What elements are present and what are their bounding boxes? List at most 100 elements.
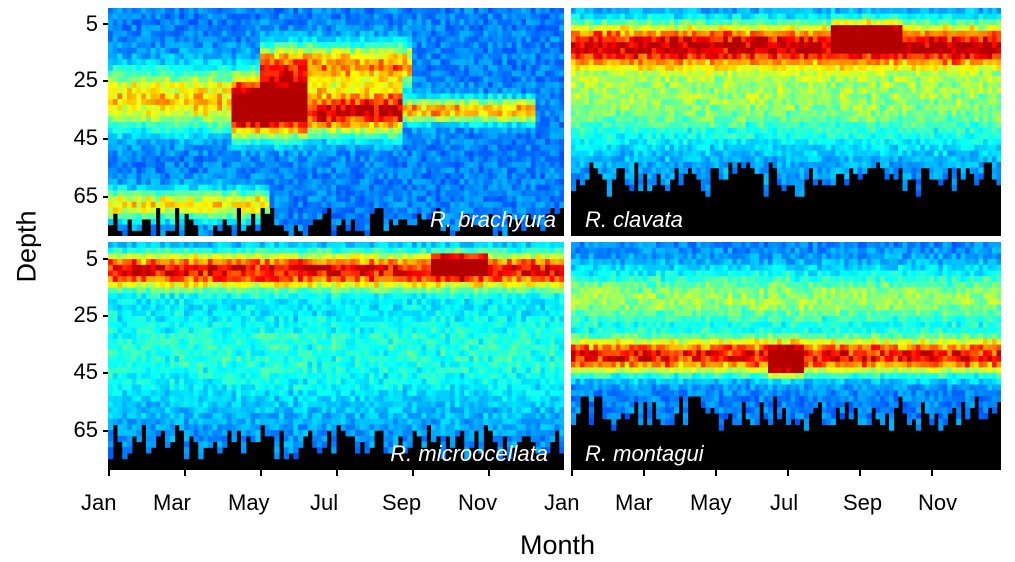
heatmap-cell: [575, 30, 581, 38]
heatmap-cell: [741, 110, 747, 117]
heatmap-cell: [660, 133, 666, 140]
heatmap-cell: [136, 201, 142, 209]
heatmap-cell: [160, 161, 166, 169]
heatmap-cell: [454, 25, 461, 32]
heatmap-cell: [212, 76, 218, 83]
heatmap-cell: [179, 139, 185, 146]
heatmap-cell: [179, 70, 185, 77]
heatmap-cell: [483, 190, 489, 197]
heatmap-cell: [431, 47, 437, 55]
heatmap-cell: [207, 144, 214, 152]
heatmap-cell: [188, 213, 195, 220]
heatmap-cell: [629, 36, 635, 43]
heatmap-cell: [108, 122, 114, 129]
heatmap-cell: [174, 19, 180, 26]
heatmap-cell: [269, 173, 275, 180]
heatmap-cell: [682, 93, 689, 100]
heatmap-cell: [108, 173, 114, 180]
heatmap-cell: [473, 184, 480, 191]
heatmap-cell: [112, 30, 119, 38]
heatmap-cell: [350, 19, 356, 26]
heatmap-cell: [445, 116, 451, 123]
heatmap-cell: [260, 70, 266, 77]
heatmap-cell: [642, 53, 648, 60]
heatmap-cell: [383, 53, 389, 60]
heatmap-cell: [203, 82, 209, 89]
heatmap-cell: [615, 70, 621, 77]
heatmap-cell: [535, 53, 541, 60]
heatmap-cell: [340, 207, 347, 214]
heatmap-cell: [549, 144, 556, 152]
heatmap-cell: [150, 207, 157, 214]
heatmap-cell: [112, 173, 119, 180]
heatmap-cell: [656, 133, 662, 140]
heatmap-cell: [450, 42, 456, 49]
heatmap-cell: [226, 87, 233, 95]
heatmap-cell: [174, 116, 180, 123]
heatmap-cell: [203, 36, 209, 43]
heatmap-cell: [388, 156, 394, 163]
heatmap-cell: [620, 144, 626, 152]
heatmap-cell: [445, 218, 451, 226]
heatmap-cell: [388, 59, 394, 66]
heatmap-cell: [665, 65, 671, 72]
heatmap-cell: [269, 65, 275, 72]
heatmap-cell: [198, 179, 204, 186]
heatmap-cell: [741, 161, 747, 169]
heatmap-cell: [331, 218, 337, 226]
heatmap-cell: [507, 167, 513, 174]
heatmap-cell: [150, 127, 157, 134]
heatmap-cell: [350, 150, 356, 157]
heatmap-cell: [540, 13, 546, 20]
heatmap-cell: [579, 133, 586, 140]
heatmap-cell: [165, 196, 171, 203]
heatmap-cell: [559, 190, 564, 197]
heatmap-cell: [331, 70, 337, 77]
heatmap-cell: [736, 19, 742, 26]
heatmap-cell: [629, 139, 635, 146]
heatmap-cell: [473, 36, 480, 43]
heatmap-cell: [378, 47, 385, 55]
heatmap-cell: [236, 76, 242, 83]
heatmap-cell: [165, 93, 171, 100]
heatmap-cell: [150, 99, 157, 106]
heatmap-cell: [469, 42, 475, 49]
heatmap-cell: [198, 224, 204, 231]
heatmap-cell: [416, 207, 423, 214]
heatmap-cell: [198, 36, 204, 43]
heatmap-cell: [575, 139, 581, 146]
heatmap-cell: [412, 30, 418, 38]
heatmap-cell: [146, 53, 152, 60]
heatmap-cell: [554, 30, 560, 38]
heatmap-cell: [440, 133, 446, 140]
heatmap-cell: [651, 36, 657, 43]
heatmap-cell: [293, 116, 299, 123]
heatmap-cell: [407, 127, 413, 134]
heatmap-cell: [127, 87, 133, 95]
heatmap-cell: [759, 30, 765, 38]
heatmap-cell: [638, 179, 644, 186]
heatmap-cell: [155, 42, 161, 49]
heatmap-cell: [269, 127, 275, 134]
heatmap-cell: [571, 156, 577, 163]
heatmap-cell: [184, 161, 190, 169]
heatmap-cell: [615, 144, 621, 152]
heatmap-cell: [345, 213, 351, 220]
heatmap-cell: [317, 110, 323, 117]
heatmap-cell: [723, 30, 729, 38]
heatmap-cell: [611, 104, 617, 112]
heatmap-cell: [440, 156, 446, 163]
heatmap-cell: [571, 133, 577, 140]
heatmap-cell: [633, 13, 639, 20]
heatmap-cell: [629, 82, 635, 89]
heatmap-cell: [326, 144, 332, 152]
heatmap-cell: [307, 150, 313, 157]
heatmap-cell: [584, 116, 590, 123]
heatmap-cell: [687, 156, 693, 163]
heatmap-cell: [274, 30, 280, 38]
heatmap-cell: [127, 196, 133, 203]
heatmap-cell: [611, 47, 617, 55]
heatmap-cell: [656, 116, 662, 123]
heatmap-cell: [321, 59, 328, 66]
heatmap-cell: [364, 19, 370, 26]
